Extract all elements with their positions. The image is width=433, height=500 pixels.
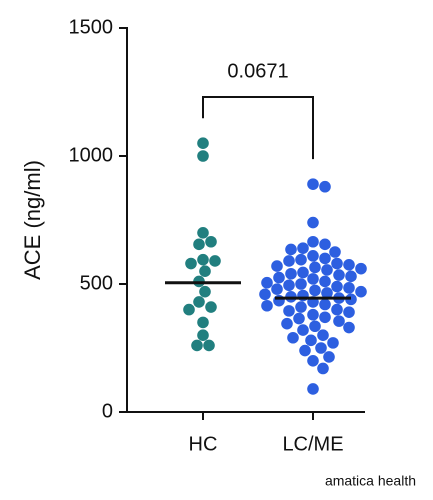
dot (319, 180, 331, 193)
dot (193, 238, 205, 251)
dot (295, 278, 307, 290)
dot (317, 362, 329, 375)
dot (343, 282, 355, 294)
dot (297, 324, 309, 336)
y-tick-label: 0 (102, 400, 113, 422)
dot (319, 311, 331, 324)
dot (355, 262, 367, 275)
dot (319, 298, 331, 311)
dot (285, 267, 297, 280)
y-tick-label: 500 (80, 272, 113, 294)
dot (295, 301, 307, 313)
x-tick-label: HC (189, 433, 218, 455)
dot (321, 264, 333, 276)
dot (273, 271, 285, 284)
dot (197, 316, 209, 329)
x-tick-label: LC/ME (282, 433, 343, 455)
dot (307, 273, 319, 285)
dot (197, 253, 209, 266)
dot (305, 334, 317, 347)
dot (307, 250, 319, 262)
dot (199, 285, 211, 298)
dot (355, 285, 367, 298)
dot (295, 253, 307, 266)
dot (285, 243, 297, 256)
dot (331, 257, 343, 270)
dot (321, 287, 333, 299)
dot (329, 246, 341, 258)
dot (331, 280, 343, 293)
dot (309, 284, 321, 297)
dot (191, 339, 203, 352)
dot (307, 308, 319, 321)
dot (345, 270, 357, 283)
dot (205, 301, 217, 313)
dot (197, 329, 209, 342)
dot (197, 227, 209, 239)
dot (343, 321, 355, 334)
dot (293, 312, 305, 325)
dot (185, 257, 197, 270)
dot (333, 269, 345, 281)
dot (327, 337, 339, 349)
dot (197, 150, 209, 162)
watermark: amatica health (325, 473, 416, 489)
dot (205, 235, 217, 248)
dot (287, 331, 299, 344)
dot (315, 342, 327, 354)
dot (299, 344, 311, 357)
dot (209, 255, 221, 267)
y-tick-label: 1000 (69, 144, 114, 166)
dot (319, 252, 331, 265)
dot (297, 266, 309, 279)
dot (307, 178, 319, 190)
dot (261, 299, 273, 312)
dot (203, 339, 215, 352)
dot (343, 306, 355, 318)
dot (283, 305, 295, 317)
y-axis-label: ACE (ng/ml) (20, 160, 45, 280)
dot (317, 329, 329, 342)
dot (261, 276, 273, 289)
dot (343, 259, 355, 271)
y-tick-label: 1500 (69, 16, 114, 38)
dot (283, 255, 295, 267)
dot (307, 235, 319, 248)
dot (183, 303, 195, 316)
dot (271, 260, 283, 272)
p-value: 0.0671 (227, 60, 288, 82)
dot (309, 261, 321, 274)
dot (297, 242, 309, 254)
dot (309, 320, 321, 333)
dot (199, 265, 211, 278)
dot (307, 355, 319, 367)
dot (297, 289, 309, 302)
dot (331, 303, 343, 316)
dot (323, 351, 335, 363)
dot (197, 137, 209, 149)
dot (307, 383, 319, 395)
significance-bracket (202, 96, 314, 160)
dot (271, 283, 283, 295)
dot (283, 279, 295, 292)
dot (259, 288, 271, 301)
dot (281, 317, 293, 330)
dot (333, 315, 345, 327)
dot (319, 275, 331, 288)
dot (193, 296, 205, 308)
dot (307, 216, 319, 229)
dot (319, 238, 331, 251)
